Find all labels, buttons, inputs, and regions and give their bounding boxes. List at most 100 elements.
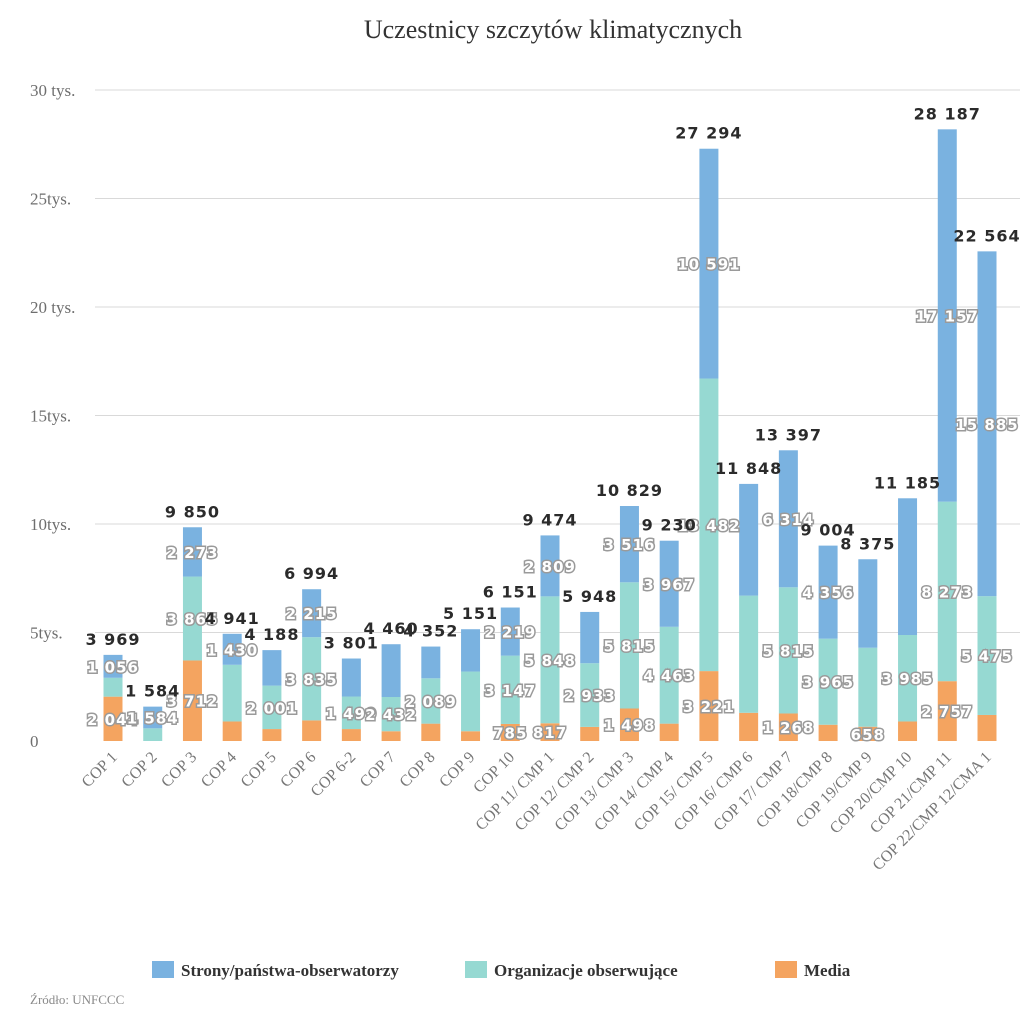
bar-segment [182, 576, 202, 661]
segment-label: 13 482 [677, 517, 740, 535]
segment-label: 5 848 [524, 652, 576, 670]
bar-segment [977, 251, 997, 597]
segment-label: 3 967 [643, 576, 695, 594]
bar-segment [500, 655, 520, 724]
bar-segment [540, 596, 560, 724]
x-tick-label: COP 5 [238, 749, 280, 791]
bar-segment [580, 663, 600, 727]
chart-title: Uczestnicy szczytów klimatycznych [364, 15, 742, 44]
total-label: 10 829 [596, 481, 663, 500]
bar-segment [222, 721, 242, 741]
bar-segment [858, 726, 878, 741]
bar-segment [341, 729, 361, 741]
bar-segment [699, 378, 719, 672]
bar-segment [659, 626, 679, 724]
bar-segment [858, 559, 878, 648]
segment-label: 3 221 [683, 698, 735, 716]
x-tick-label: COP 3 [158, 749, 200, 791]
segment-label: 2 215 [286, 605, 338, 623]
bar-segment [739, 483, 759, 596]
x-tick-label: COP 4 [198, 749, 240, 791]
bar-segment [103, 677, 123, 697]
segment-label: 1 056 [87, 658, 139, 676]
bar-segment [461, 731, 481, 741]
bar-segment [739, 595, 759, 713]
total-label: 11 185 [874, 473, 941, 492]
x-tick-label: COP 2 [118, 749, 160, 791]
segment-label: 2 432 [365, 706, 417, 724]
y-tick-label: 0 [30, 732, 39, 751]
segment-label: 2 273 [166, 544, 218, 562]
bar-segment [262, 685, 282, 730]
segment-label: 6 314 [762, 511, 814, 529]
segment-label: 5 815 [603, 637, 655, 655]
bar-segment [103, 654, 123, 678]
bar-segment [143, 728, 163, 741]
x-tick-label: COP 7 [357, 749, 399, 791]
bar-segment [381, 644, 401, 697]
total-label: 22 564 [953, 226, 1020, 245]
total-label: 9 230 [642, 516, 697, 535]
segment-label: 3 865 [166, 611, 218, 629]
bar-segment [898, 634, 918, 722]
segment-label: 8 273 [921, 583, 973, 601]
bar-segment [977, 714, 997, 741]
bar-segment [619, 582, 639, 709]
segment-label: 2 933 [564, 687, 616, 705]
bar-segment [540, 535, 560, 597]
bar-segment [977, 596, 997, 715]
total-label: 4 352 [403, 622, 458, 641]
bar-segment [619, 506, 639, 583]
segment-label: 3 985 [882, 670, 934, 688]
x-tick-label: COP 6-2 [308, 749, 360, 801]
segment-label: 17 157 [916, 307, 979, 325]
bar-segment [818, 724, 838, 741]
bar-segment [937, 681, 957, 741]
bar-segment [421, 723, 441, 741]
bar-segment [461, 671, 481, 732]
segment-label: 4 463 [643, 667, 695, 685]
bar-segment [182, 660, 202, 741]
y-tick-label: 15tys. [30, 407, 71, 426]
segment-label: 10 591 [677, 256, 740, 274]
segment-label: 3 147 [484, 682, 536, 700]
bar-segment [381, 731, 401, 741]
bar-segment [182, 527, 202, 577]
total-label: 4 460 [364, 619, 419, 638]
y-axis-ticks: 0 5tys. 10tys. 15tys. 20 tys. 25tys. 30 tys. [30, 81, 75, 751]
total-label: 6 994 [284, 564, 339, 583]
bar-segment [858, 647, 878, 727]
total-label: 9 004 [801, 521, 856, 540]
total-label: 9 850 [165, 502, 220, 521]
y-tick-label: 25tys. [30, 190, 71, 209]
segment-label: 3 712 [166, 693, 218, 711]
legend-label: Strony/państwa-obserwatorzy [181, 961, 399, 980]
bar-segment [302, 637, 322, 721]
legend-swatch [465, 961, 487, 978]
segment-label: 3 516 [603, 536, 655, 554]
y-tick-label: 30 tys. [30, 81, 75, 100]
bar-segment [580, 726, 600, 741]
total-label: 4 941 [205, 609, 260, 628]
total-label: 9 474 [522, 510, 577, 529]
segment-label: 2 001 [246, 699, 298, 717]
segment-label: 5 815 [762, 642, 814, 660]
bar-segment [818, 638, 838, 725]
bar-segment [659, 540, 679, 627]
x-tick-label: COP 1 [79, 749, 121, 791]
bar-segment [778, 587, 798, 714]
total-label: 13 397 [755, 425, 822, 444]
bar-segment [302, 720, 322, 741]
segment-label: 1 584 [127, 709, 179, 727]
bar-segment [619, 708, 639, 741]
segment-label: 3 835 [286, 671, 338, 689]
bar-segment [580, 611, 600, 664]
segment-label: 1 430 [206, 641, 258, 659]
total-label: 5 151 [443, 604, 498, 623]
bar-segment [262, 729, 282, 741]
bar-segment [778, 450, 798, 588]
bar-segment [898, 498, 918, 635]
